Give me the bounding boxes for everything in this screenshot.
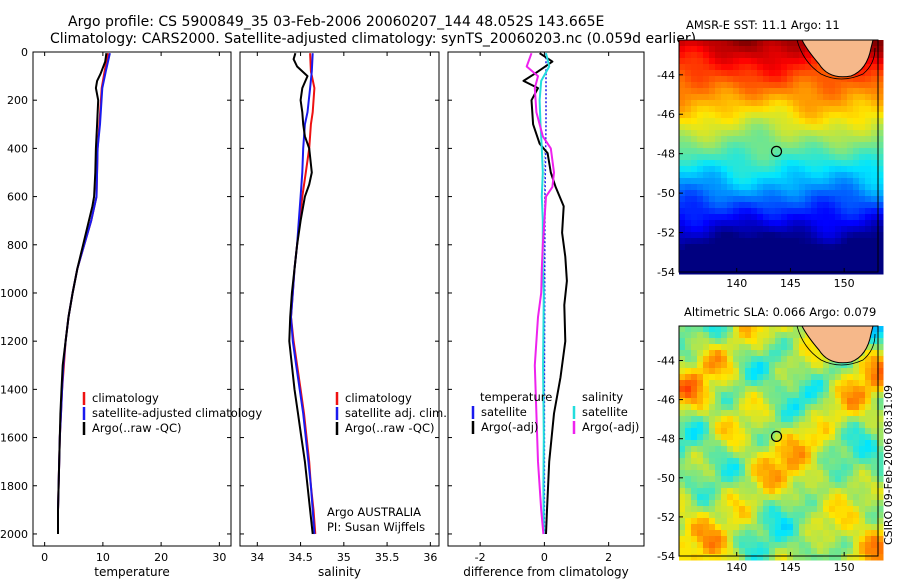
temperature-legend: climatology satellite-adjusted climatolo…: [82, 391, 262, 435]
x-tick-label: -2: [475, 551, 486, 564]
x-tick-label: 34: [250, 551, 264, 564]
sla-map-title: Altimetric SLA: 0.066 Argo: 0.079: [684, 305, 876, 319]
lat-tick-label: -44: [657, 69, 675, 82]
legend-label-climatology: climatology: [92, 391, 159, 405]
legend-label-argo: Argo(..raw -QC): [92, 421, 182, 435]
argo-float-marker: [770, 145, 783, 157]
x-tick-label: 30: [212, 551, 226, 564]
lat-tick-label: -50: [657, 187, 675, 200]
y-tick-label: 1400: [0, 383, 28, 396]
lon-tick-label: 140: [726, 561, 747, 574]
lon-tick-label: 145: [780, 561, 801, 574]
lat-tick-label: -50: [657, 472, 675, 485]
lon-tick-label: 150: [834, 277, 855, 290]
y-tick-label: 2000: [0, 528, 28, 541]
plot-frame: [447, 51, 645, 547]
lat-tick-label: -46: [657, 108, 675, 121]
tasmania-land: [801, 325, 874, 364]
coastline-contour: [796, 325, 876, 366]
map-frame: [678, 39, 879, 273]
colour-field: [679, 40, 884, 275]
tasmania-land: [801, 39, 874, 78]
lat-tick-label: -52: [657, 511, 675, 524]
csiro-timestamp: CSIRO 09-Feb-2006 08:31:09: [882, 385, 895, 545]
sst-map-title: AMSR-E SST: 11.1 Argo: 11: [686, 18, 840, 32]
legend-label-sal-argo: Argo(-adj): [582, 420, 639, 434]
difference-legend: temperature salinity satellite Argo(-adj…: [471, 390, 639, 434]
x-tick-label: 20: [154, 551, 168, 564]
y-tick-label: 1200: [0, 335, 28, 348]
sla-map: 140 145 150 -44 -46 -48 -50 -52 -54: [657, 325, 884, 574]
lon-tick-label: 150: [834, 561, 855, 574]
x-tick-label: 10: [96, 551, 110, 564]
legend-header-salinity: salinity: [582, 390, 623, 404]
lat-tick-label: -46: [657, 394, 675, 407]
y-tick-label: 1000: [0, 287, 28, 300]
y-tick-label: 0: [21, 46, 28, 59]
sst-map: 140 145 150 -44 -46 -48 -50 -52 -54: [657, 39, 884, 290]
series-line-argo-raw-qc: [288, 52, 314, 535]
plot-frame: [239, 51, 440, 547]
temperature-profile-panel: 0 10 20 30 0 200 400 600 800 1000 1200 1400 1600 1800…: [0, 46, 232, 579]
legend-label-temp-argo: Argo(-adj): [481, 420, 538, 434]
x-axis-label: salinity: [318, 565, 361, 579]
float-program-label: Argo AUSTRALIA: [327, 505, 421, 519]
argo-float-marker: [770, 430, 783, 442]
x-axis-label: difference from climatology: [463, 565, 629, 579]
series-line-temperature-argo-adj: [522, 52, 568, 535]
x-tick-label: 36: [423, 551, 437, 564]
x-tick-label: 35: [337, 551, 351, 564]
series-line-argo-raw-qc: [57, 53, 108, 534]
y-tick-label: 1600: [0, 432, 28, 445]
legend-header-temperature: temperature: [480, 390, 552, 404]
lat-tick-label: -44: [657, 355, 675, 368]
x-axis-label: temperature: [94, 565, 169, 579]
legend-label-sal-satellite: satellite: [582, 405, 628, 419]
legend-label-temp-satellite: satellite: [481, 405, 527, 419]
series-line-salinity-argo-adj: [525, 52, 555, 535]
lat-tick-label: -54: [657, 266, 675, 279]
figure-title-line-1: Argo profile: CS 5900849_35 03-Feb-2006 …: [68, 14, 604, 30]
legend-label-satellite: satellite-adjusted climatology: [92, 406, 262, 420]
map-frame: [678, 325, 879, 557]
x-tick-label: 35.5: [375, 551, 400, 564]
coastline-contour: [796, 39, 876, 80]
salinity-profile-panel: 34 34.5 35 35.5 36 salinity: [239, 51, 440, 579]
lat-tick-label: -48: [657, 148, 675, 161]
colour-field: [679, 326, 884, 561]
y-tick-label: 800: [7, 239, 28, 252]
salinity-legend: climatology satellite adj. clim. Argo(..…: [335, 391, 447, 435]
y-tick-label: 200: [7, 94, 28, 107]
lat-tick-label: -54: [657, 550, 675, 563]
y-tick-label: 1800: [0, 480, 28, 493]
series-line-salinity-satellite: [538, 52, 551, 535]
series-line-satellite-adjusted-climatology: [57, 52, 111, 534]
legend-label-climatology: climatology: [345, 391, 412, 405]
x-tick-label: 0: [41, 551, 48, 564]
lat-tick-label: -52: [657, 227, 675, 240]
legend-label-argo: Argo(..raw -QC): [345, 421, 435, 435]
plot-frame: [32, 51, 232, 547]
legend-label-satellite: satellite adj. clim.: [345, 406, 447, 420]
lon-tick-label: 140: [726, 277, 747, 290]
lat-tick-label: -48: [657, 433, 675, 446]
y-tick-label: 400: [7, 142, 28, 155]
x-tick-label: 2: [605, 551, 612, 564]
x-tick-label: 0: [541, 551, 548, 564]
lon-tick-label: 145: [780, 277, 801, 290]
figure-title-line-2: Climatology: CARS2000. Satellite-adjuste…: [50, 31, 696, 47]
float-pi-label: PI: Susan Wijffels: [327, 520, 425, 534]
y-tick-label: 600: [7, 191, 28, 204]
x-tick-label: 34.5: [288, 551, 313, 564]
